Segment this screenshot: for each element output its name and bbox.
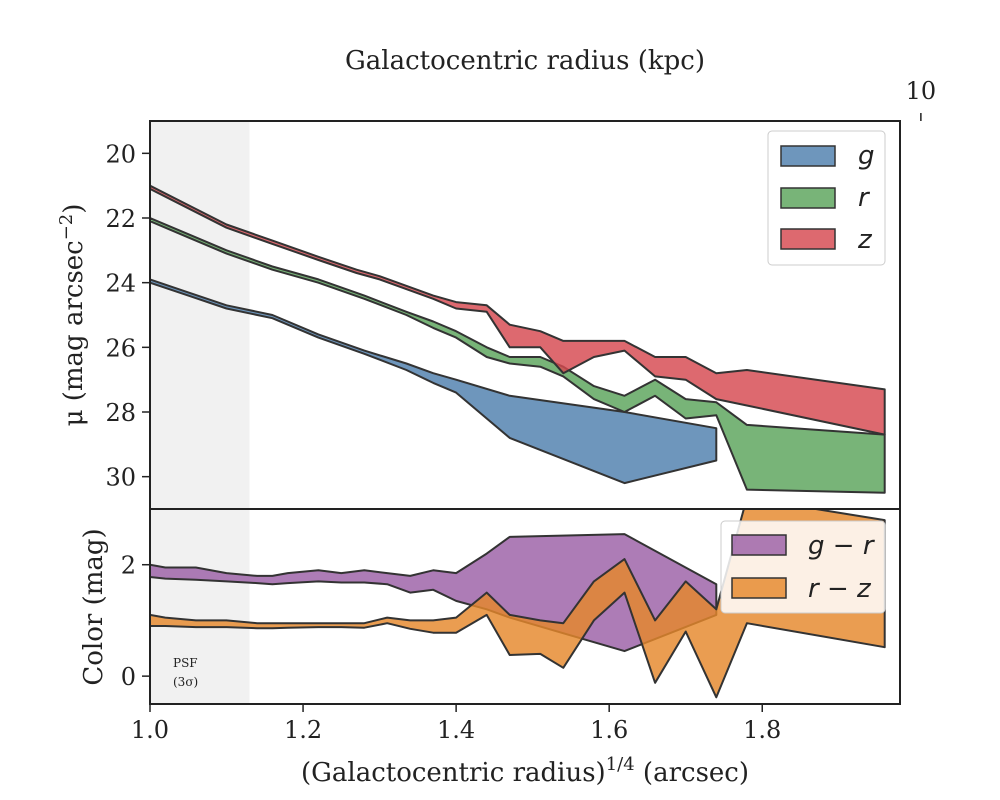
psf-region-bottom <box>150 509 250 704</box>
ytick-label: 28 <box>105 399 136 427</box>
band-r <box>150 217 886 494</box>
psf-annotation-line1: PSF <box>173 656 198 670</box>
psf-annotation-line2: (3σ) <box>173 675 198 689</box>
mu-axis-label-exponent: −2 <box>56 214 77 241</box>
band-r-z <box>150 509 886 699</box>
color-bands <box>150 509 886 699</box>
x2tick-label: 10 <box>906 77 937 105</box>
bottom-axes-frame <box>149 508 901 705</box>
bottom-x-axis-label: (Galactocentric radius)1/4 (arcsec) <box>301 754 749 788</box>
color-ytick-label: 0 <box>121 663 136 691</box>
xtick-label: 1.6 <box>590 716 628 744</box>
legend-swatch-z <box>780 228 836 250</box>
legend-label-r-z: r − z <box>808 574 872 604</box>
legend-swatch-g-r <box>731 534 787 556</box>
band-z <box>150 184 886 436</box>
xtick-label: 1.0 <box>131 716 169 744</box>
mu-axis-label: μ (mag arcsec−2) <box>56 204 89 427</box>
ytick-label: 26 <box>105 334 136 362</box>
xtick-label: 1.2 <box>284 716 322 744</box>
legend-label-z: z <box>857 225 873 255</box>
top-legend: g r z <box>767 130 886 266</box>
ytick-label: 22 <box>105 205 136 233</box>
psf-region-top <box>150 121 250 509</box>
band-g <box>150 278 718 485</box>
ytick-label: 30 <box>105 464 136 492</box>
mu-axis-label-end: ) <box>59 204 89 214</box>
legend-label-r: r <box>858 183 871 213</box>
legend-swatch-r-z <box>731 577 787 599</box>
legend-label-g-r: g − r <box>808 531 876 561</box>
legend-swatch-r <box>780 187 836 209</box>
mu-axis-label-main: μ (mag arcsec <box>59 240 89 426</box>
bottom-legend: g − r r − z <box>720 520 886 614</box>
ytick-label: 24 <box>105 270 136 298</box>
color-axis-label: Color (mag) <box>79 528 109 685</box>
surface-brightness-bands <box>150 184 886 494</box>
legend-label-g: g <box>858 141 875 171</box>
xtick-label: 1.4 <box>437 716 475 744</box>
xtick-label: 1.8 <box>743 716 781 744</box>
legend-swatch-g <box>780 145 836 167</box>
ytick-label: 20 <box>105 140 136 168</box>
color-ytick-label: 2 <box>121 552 136 580</box>
top-x-axis-label: Galactocentric radius (kpc) <box>345 46 705 76</box>
